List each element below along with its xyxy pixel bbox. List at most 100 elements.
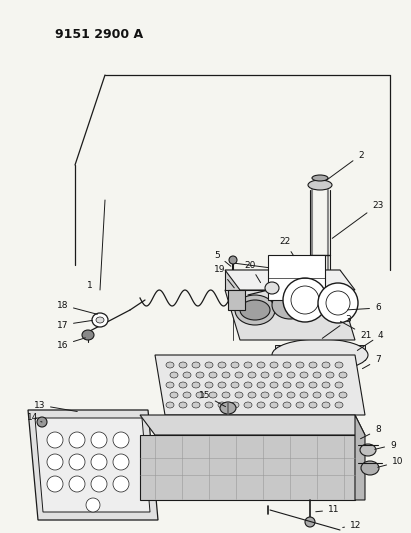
- Text: 19: 19: [214, 265, 234, 288]
- Ellipse shape: [272, 291, 308, 319]
- Ellipse shape: [300, 372, 308, 378]
- Text: 11: 11: [316, 505, 339, 514]
- Ellipse shape: [322, 362, 330, 368]
- Ellipse shape: [287, 372, 295, 378]
- Ellipse shape: [265, 282, 279, 294]
- Ellipse shape: [240, 300, 270, 320]
- Ellipse shape: [360, 444, 376, 456]
- Ellipse shape: [322, 382, 330, 388]
- Ellipse shape: [196, 392, 204, 398]
- Ellipse shape: [309, 382, 317, 388]
- Ellipse shape: [192, 402, 200, 408]
- Ellipse shape: [196, 372, 204, 378]
- Ellipse shape: [309, 362, 317, 368]
- Ellipse shape: [309, 402, 317, 408]
- Ellipse shape: [300, 392, 308, 398]
- Text: 23: 23: [332, 200, 383, 238]
- Ellipse shape: [47, 454, 63, 470]
- Ellipse shape: [166, 362, 174, 368]
- Ellipse shape: [205, 402, 213, 408]
- Ellipse shape: [113, 432, 129, 448]
- Text: 8: 8: [360, 425, 381, 439]
- Ellipse shape: [205, 382, 213, 388]
- Ellipse shape: [318, 283, 358, 323]
- Text: 2: 2: [326, 150, 364, 180]
- Ellipse shape: [92, 313, 108, 327]
- Ellipse shape: [308, 180, 332, 190]
- Ellipse shape: [261, 372, 269, 378]
- Ellipse shape: [287, 392, 295, 398]
- Ellipse shape: [244, 362, 252, 368]
- Text: 10: 10: [378, 457, 404, 467]
- Ellipse shape: [47, 432, 63, 448]
- Ellipse shape: [47, 476, 63, 492]
- Ellipse shape: [231, 402, 239, 408]
- Ellipse shape: [261, 392, 269, 398]
- Ellipse shape: [257, 382, 265, 388]
- Ellipse shape: [235, 295, 275, 325]
- Ellipse shape: [244, 402, 252, 408]
- Ellipse shape: [291, 286, 319, 314]
- Text: 16: 16: [56, 338, 85, 350]
- Ellipse shape: [229, 256, 237, 264]
- Ellipse shape: [283, 402, 291, 408]
- Text: 22: 22: [279, 238, 293, 256]
- Polygon shape: [140, 415, 365, 435]
- Text: 17: 17: [56, 320, 92, 329]
- Text: 15: 15: [199, 391, 226, 407]
- Polygon shape: [225, 290, 355, 340]
- Text: 7: 7: [363, 356, 381, 369]
- Text: 6: 6: [348, 303, 381, 312]
- Text: 5: 5: [214, 251, 231, 266]
- Ellipse shape: [82, 330, 94, 340]
- Text: 9: 9: [375, 440, 396, 449]
- Ellipse shape: [222, 392, 230, 398]
- Ellipse shape: [179, 382, 187, 388]
- Ellipse shape: [326, 291, 350, 315]
- Ellipse shape: [248, 392, 256, 398]
- Polygon shape: [225, 270, 340, 290]
- Ellipse shape: [192, 362, 200, 368]
- Text: 14: 14: [27, 414, 42, 423]
- Ellipse shape: [113, 454, 129, 470]
- Ellipse shape: [231, 382, 239, 388]
- Text: 13: 13: [34, 400, 77, 411]
- Ellipse shape: [220, 402, 236, 414]
- Ellipse shape: [209, 372, 217, 378]
- Text: 9151 2900 A: 9151 2900 A: [55, 28, 143, 41]
- Ellipse shape: [270, 382, 278, 388]
- Ellipse shape: [218, 362, 226, 368]
- Text: 12: 12: [343, 521, 361, 529]
- Ellipse shape: [326, 392, 334, 398]
- Ellipse shape: [179, 362, 187, 368]
- Text: 4: 4: [357, 330, 383, 351]
- Ellipse shape: [209, 392, 217, 398]
- Text: 3: 3: [322, 316, 351, 338]
- Ellipse shape: [274, 392, 282, 398]
- Ellipse shape: [270, 362, 278, 368]
- Ellipse shape: [91, 454, 107, 470]
- Ellipse shape: [86, 498, 100, 512]
- Polygon shape: [155, 355, 365, 415]
- Ellipse shape: [296, 382, 304, 388]
- Polygon shape: [28, 410, 158, 520]
- Ellipse shape: [166, 402, 174, 408]
- Polygon shape: [275, 345, 365, 360]
- Ellipse shape: [283, 382, 291, 388]
- Text: 1: 1: [87, 280, 93, 289]
- Ellipse shape: [313, 392, 321, 398]
- Ellipse shape: [37, 417, 47, 427]
- Ellipse shape: [222, 372, 230, 378]
- Ellipse shape: [322, 402, 330, 408]
- Ellipse shape: [231, 362, 239, 368]
- Ellipse shape: [218, 402, 226, 408]
- Text: 18: 18: [56, 301, 97, 314]
- Ellipse shape: [335, 402, 343, 408]
- Ellipse shape: [183, 392, 191, 398]
- Ellipse shape: [179, 402, 187, 408]
- Ellipse shape: [113, 476, 129, 492]
- Ellipse shape: [305, 517, 315, 527]
- Polygon shape: [140, 435, 355, 500]
- Ellipse shape: [69, 432, 85, 448]
- Polygon shape: [228, 290, 245, 310]
